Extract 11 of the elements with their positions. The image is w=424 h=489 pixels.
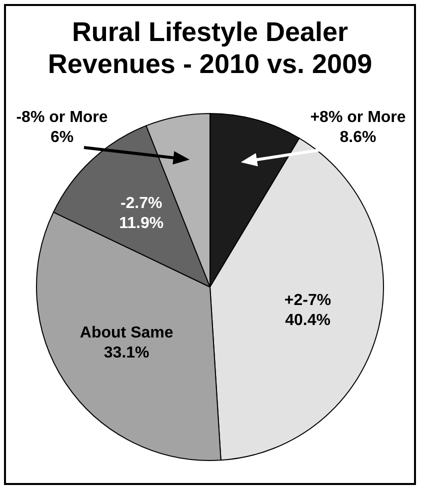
data-label: 40.4%	[285, 312, 330, 330]
slice-label: -2.7%	[120, 194, 162, 212]
data-label: 6%	[50, 128, 74, 146]
chart-title: Rural Lifestyle Dealer Revenues - 2010 vs. 2009	[46, 16, 374, 80]
slice-label: -8% or More	[16, 108, 108, 126]
slice-label: +8% or More	[310, 108, 406, 126]
data-label: 8.6%	[340, 128, 376, 146]
slice-label: +2-7%	[284, 292, 332, 310]
slice-label: About Same	[80, 324, 174, 342]
data-label: 33.1%	[104, 344, 150, 362]
data-label: 11.9%	[119, 214, 164, 232]
